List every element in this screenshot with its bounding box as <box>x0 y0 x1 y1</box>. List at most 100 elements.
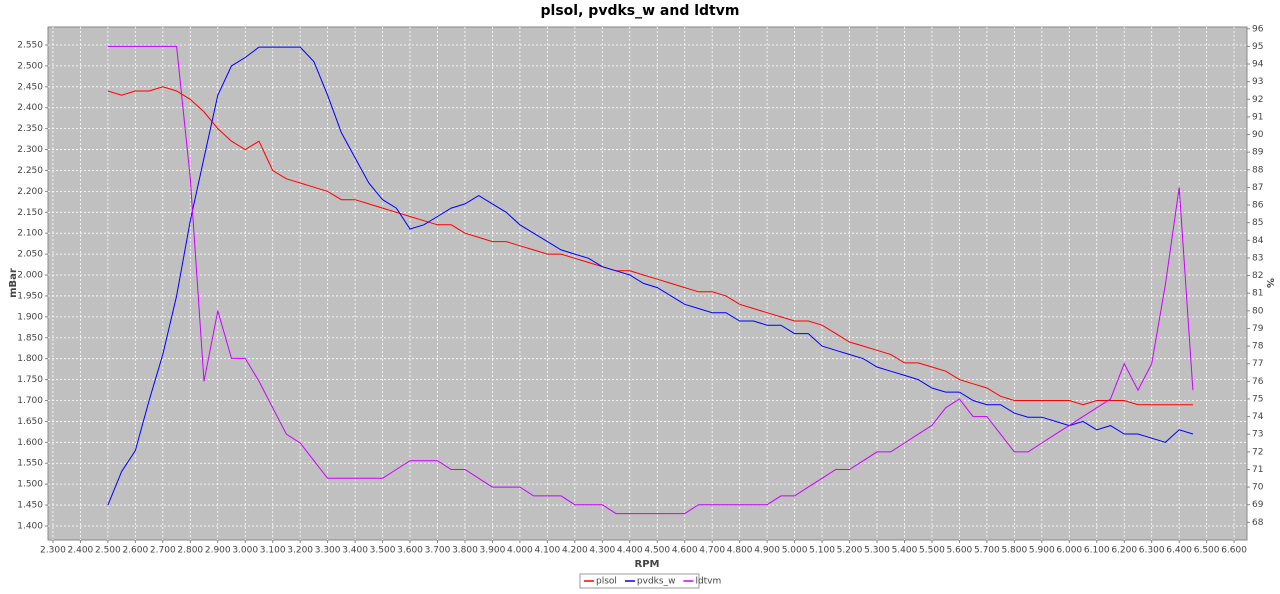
x-tick-label: 5.500 <box>919 546 945 556</box>
y2-tick-label: 76 <box>1252 377 1264 387</box>
y-tick-label: 1.600 <box>17 438 43 448</box>
x-tick-label: 6.500 <box>1194 546 1220 556</box>
x-tick-label: 4.100 <box>534 546 560 556</box>
x-tick-label: 2.300 <box>40 546 66 556</box>
y2-tick-label: 74 <box>1252 412 1264 422</box>
x-tick-label: 4.500 <box>644 546 670 556</box>
x-tick-label: 5.700 <box>974 546 1000 556</box>
y-tick-label: 1.550 <box>17 459 43 469</box>
y2-tick-label: 89 <box>1252 148 1264 158</box>
x-tick-label: 2.600 <box>122 546 148 556</box>
x-tick-label: 3.100 <box>260 546 286 556</box>
x-tick-label: 3.700 <box>425 546 451 556</box>
y-tick-label: 1.650 <box>17 417 43 427</box>
y2-tick-label: 73 <box>1252 430 1263 440</box>
y-tick-label: 2.200 <box>17 187 43 197</box>
x-tick-label: 2.400 <box>68 546 94 556</box>
y-tick-label: 1.750 <box>17 375 43 385</box>
x-tick-label: 5.300 <box>864 546 890 556</box>
y-tick-label: 2.400 <box>17 103 43 113</box>
x-tick-label: 5.800 <box>1001 546 1027 556</box>
series-line <box>107 46 1194 506</box>
chart-title: plsol, pvdks_w and ldtvm <box>541 3 740 19</box>
x-tick-label: 3.800 <box>452 546 478 556</box>
y2-tick-label: 87 <box>1252 183 1263 193</box>
x-tick-label: 6.400 <box>1166 546 1192 556</box>
series-line <box>107 86 1193 406</box>
y-tick-label: 2.000 <box>17 271 43 281</box>
x-tick-label: 5.600 <box>947 546 973 556</box>
legend <box>579 573 700 589</box>
y-tick-label: 1.850 <box>17 333 43 343</box>
y2-tick-label: 95 <box>1252 42 1263 52</box>
x-tick-label: 4.700 <box>699 546 725 556</box>
y2-tick-label: 85 <box>1252 218 1263 228</box>
x-tick-label: 4.200 <box>562 546 588 556</box>
x-tick-label: 6.300 <box>1139 546 1165 556</box>
y-tick-label: 2.150 <box>17 208 43 218</box>
y2-tick-label: 81 <box>1252 289 1263 299</box>
x-tick-label: 5.400 <box>892 546 918 556</box>
x-tick-label: 4.300 <box>589 546 615 556</box>
series-line <box>107 45 1194 515</box>
y-axis-label: mBar <box>8 268 19 298</box>
x-tick-label: 5.000 <box>782 546 808 556</box>
y-tick-label: 2.450 <box>17 82 43 92</box>
y-tick-label: 2.050 <box>17 250 43 260</box>
x-tick-label: 2.700 <box>150 546 176 556</box>
y2-tick-label: 83 <box>1252 253 1263 263</box>
x-tick-label: 2.500 <box>95 546 121 556</box>
x-tick-label: 5.900 <box>1029 546 1055 556</box>
x-tick-label: 6.100 <box>1084 546 1110 556</box>
x-tick-label: 3.900 <box>480 546 506 556</box>
x-tick-label: 3.500 <box>370 546 396 556</box>
x-tick-label: 2.900 <box>205 546 231 556</box>
x-tick-label: 3.300 <box>315 546 341 556</box>
y2-tick-label: 69 <box>1252 500 1264 510</box>
y-tick-label: 2.300 <box>17 145 43 155</box>
x-tick-label: 4.900 <box>754 546 780 556</box>
y2-tick-label: 78 <box>1252 342 1264 352</box>
y2-tick-label: 71 <box>1252 465 1263 475</box>
plot-area <box>47 26 1248 541</box>
y2-tick-label: 79 <box>1252 324 1264 334</box>
y-tick-label: 1.950 <box>17 291 43 301</box>
y-tick-label: 2.350 <box>17 124 43 134</box>
y2-tick-label: 90 <box>1252 130 1264 140</box>
x-tick-label: 3.400 <box>342 546 368 556</box>
x-tick-label: 3.600 <box>397 546 423 556</box>
legend-label: pvdks_w <box>637 577 676 587</box>
y2-tick-label: 82 <box>1252 271 1263 281</box>
y2-tick-label: 68 <box>1252 518 1264 528</box>
x-tick-label: 4.000 <box>507 546 533 556</box>
y2-tick-label: 88 <box>1252 165 1264 175</box>
y2-tick-label: 70 <box>1252 483 1264 493</box>
y-tick-label: 1.700 <box>17 396 43 406</box>
legend-label: plsol <box>596 577 617 587</box>
y2-tick-label: 86 <box>1252 201 1264 211</box>
x-tick-label: 5.200 <box>837 546 863 556</box>
y2-tick-label: 77 <box>1252 359 1263 369</box>
y2-tick-label: 84 <box>1252 236 1264 246</box>
x-tick-label: 2.800 <box>177 546 203 556</box>
y2-axis-label: % <box>1264 278 1275 288</box>
y2-tick-label: 91 <box>1252 112 1263 122</box>
y2-tick-label: 94 <box>1252 60 1264 70</box>
legend-label: ldtvm <box>695 577 721 587</box>
y-tick-label: 1.400 <box>17 521 43 531</box>
x-axis-label: RPM <box>635 559 660 570</box>
y-tick-label: 1.450 <box>17 501 43 511</box>
y-tick-label: 2.550 <box>17 40 43 50</box>
y2-tick-label: 93 <box>1252 77 1263 87</box>
x-tick-label: 4.400 <box>617 546 643 556</box>
y-tick-label: 1.900 <box>17 312 43 322</box>
y-tick-label: 2.100 <box>17 229 43 239</box>
x-tick-label: 6.600 <box>1221 546 1247 556</box>
y-tick-label: 1.800 <box>17 354 43 364</box>
y2-tick-label: 75 <box>1252 394 1263 404</box>
y2-tick-label: 80 <box>1252 306 1264 316</box>
y2-tick-label: 92 <box>1252 95 1263 105</box>
x-tick-label: 6.000 <box>1056 546 1082 556</box>
x-tick-label: 4.600 <box>672 546 698 556</box>
